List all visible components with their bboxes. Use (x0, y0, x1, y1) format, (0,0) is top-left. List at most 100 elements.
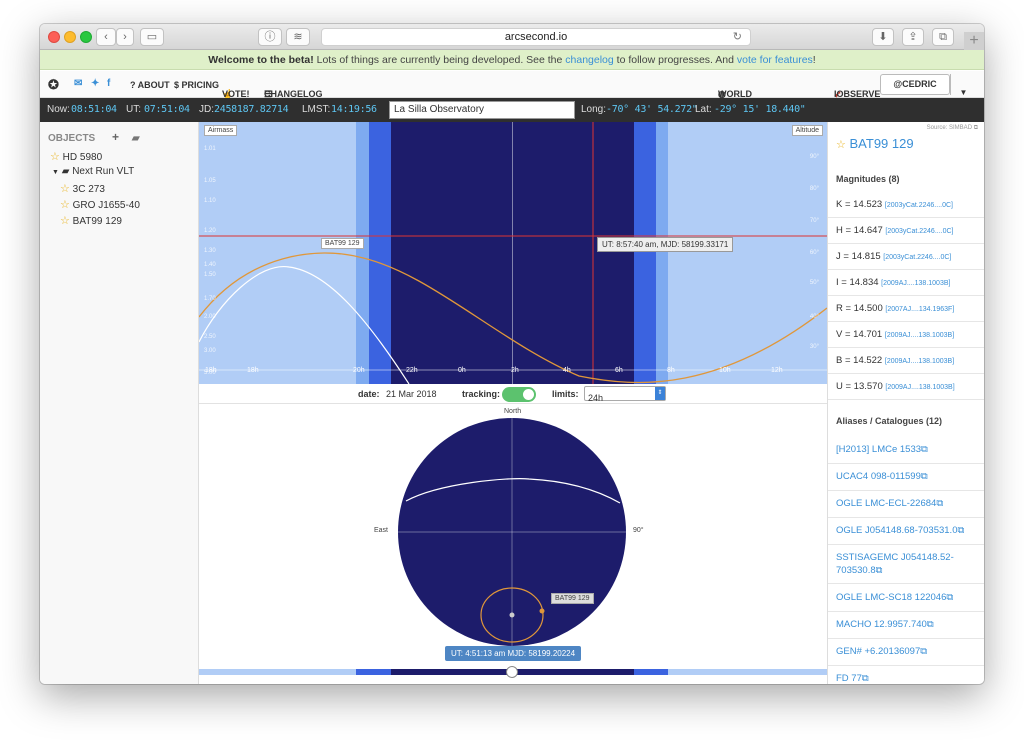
twilight-band (656, 122, 668, 384)
skymap-object-tag: BAT99 129 (551, 593, 594, 604)
magnitude-row: H = 14.647 [2003yCat.2246....0C] (828, 218, 984, 244)
alias-link[interactable]: OGLE LMC-ECL-22684⧉ (828, 490, 984, 518)
date-label: date: (358, 389, 380, 399)
user-menu-caret[interactable]: ▼ (950, 74, 968, 97)
magnitude-row: V = 14.701 [2009AJ....138.1003B] (828, 322, 984, 348)
browser-window: ‹ › ▭ ⓘ ≋ arcsecond.io ↻ ⬇ ⇪ ⧉ + Welcome… (40, 24, 984, 684)
external-link-icon: ⧉ (946, 592, 954, 603)
target-track (480, 587, 544, 643)
tabs-button[interactable]: ⧉ (932, 28, 954, 46)
lat-value: -29° 15' 18.440" (714, 104, 806, 115)
time-slider-handle[interactable] (506, 666, 518, 678)
tabs-icon: ⧉ (939, 31, 947, 43)
external-link-icon: ⧉ (957, 525, 965, 536)
object-item[interactable]: ☆ 3C 273 (60, 182, 105, 195)
share-icon: ⇪ (908, 31, 918, 43)
chart-tooltip: UT: 8:57:40 am, MJD: 58199.33171 (597, 237, 734, 252)
magnitude-ref-link[interactable]: [2009AJ....138.1003B] (885, 384, 955, 391)
observing-site-input[interactable]: La Silla Observatory (389, 101, 575, 119)
close-window-button[interactable] (48, 31, 60, 43)
source-link[interactable]: Source: SIMBAD ⧉ (927, 125, 978, 132)
folder-icon[interactable]: ▰ (131, 133, 140, 144)
celestial-pole-dot (509, 612, 515, 618)
date-value[interactable]: 21 Mar 2018 (386, 389, 437, 399)
time-slider-track[interactable] (199, 666, 827, 678)
sky-map[interactable]: North East 90° BAT99 129 UT: 4:51:13 am … (199, 405, 827, 684)
vote-features-link[interactable]: vote for features (736, 54, 813, 66)
select-arrow-icon: ⇕ (655, 387, 665, 400)
north-label: North (504, 408, 522, 415)
y-tick: 2.50 (204, 334, 216, 340)
nav-about[interactable]: ? ABOUT (130, 80, 170, 90)
twitter-icon[interactable]: ✦ (91, 78, 100, 89)
twilight-band (369, 122, 391, 384)
share-button[interactable]: ⇪ (902, 28, 924, 46)
alias-link[interactable]: UCAC4 098-011599⧉ (828, 463, 984, 491)
altitude-curves (199, 122, 827, 384)
alias-link[interactable]: GEN# +6.20136097⧉ (828, 638, 984, 666)
arcsecond-logo-icon[interactable]: ✪ (48, 77, 59, 92)
reload-icon[interactable]: ↻ (732, 31, 742, 43)
facebook-icon[interactable]: f (107, 78, 111, 89)
tracking-toggle[interactable] (502, 387, 536, 402)
object-item[interactable]: ☆ GRO J1655-40 (60, 198, 140, 211)
forward-button[interactable]: › (116, 28, 134, 46)
list-icon: ☰ (264, 89, 273, 99)
alias-link[interactable]: SSTISAGEMC J054148.52-703530.8⧉ (828, 544, 984, 584)
nav-changelog-label: CHANGELOG (264, 89, 323, 99)
back-button[interactable]: ‹ (96, 28, 116, 46)
visibility-chart[interactable]: Airmass Altitude BAT99 129 UT: 8:57:40 a… (199, 122, 827, 384)
star-icon: ☆ (50, 151, 60, 163)
user-menu-button[interactable]: @CEDRIC (880, 74, 950, 95)
downloads-button[interactable]: ⬇ (872, 28, 894, 46)
chevron-left-icon: ‹ (104, 31, 108, 43)
magnitude-ref-link[interactable]: [2009AJ....138.1003B] (884, 332, 955, 339)
alias-text: FD 77 (836, 673, 862, 684)
add-object-icon[interactable]: + (112, 130, 120, 144)
alias-link[interactable]: MACHO 12.9957.740⧉ (828, 611, 984, 639)
magnitude-ref-link[interactable]: [2009AJ....138.1003B] (884, 358, 955, 365)
minimize-window-button[interactable] (64, 31, 76, 43)
nav-vote-label: VOTE! (222, 89, 250, 99)
object-item[interactable]: ☆ HD 5980 (50, 150, 102, 163)
alias-link[interactable]: OGLE LMC-SC18 122046⧉ (828, 584, 984, 612)
info-button[interactable]: ⓘ (258, 28, 282, 46)
star-icon[interactable]: ☆ (836, 139, 846, 151)
address-bar[interactable]: arcsecond.io ↻ (321, 28, 751, 46)
alt-tick: 90° (809, 154, 819, 160)
download-icon: ⬇ (878, 31, 888, 43)
alias-link[interactable]: FD 77⧉ (828, 665, 984, 684)
now-value: 08:51:04 (71, 104, 117, 115)
magnitude-ref-link[interactable]: [2003yCat.2246....0C] (885, 228, 954, 235)
external-link-icon: ⧉ (973, 125, 978, 131)
caret-down-icon: ▼ (959, 88, 968, 97)
x-tick: 12h (771, 367, 783, 374)
sidebar-toggle-button[interactable]: ▭ (140, 28, 164, 46)
mail-icon[interactable]: ✉ (74, 78, 83, 89)
y-tick: 1.10 (204, 198, 216, 204)
limits-select[interactable]: 24h ⇕ (584, 386, 666, 403)
aliases-header: Aliases / Catalogues (12) (836, 416, 943, 426)
y-tick: 1.50 (204, 272, 216, 278)
zenith-label: 90° (633, 527, 644, 534)
magnitudes-header: Magnitudes (8) (836, 174, 900, 184)
magnitude-value: J = 14.815 (836, 251, 881, 262)
nav-pricing[interactable]: $ PRICING (174, 80, 220, 90)
object-item[interactable]: ☆ BAT99 129 (60, 214, 122, 227)
zoom-window-button[interactable] (80, 31, 92, 43)
beta-banner: Welcome to the beta! Lots of things are … (40, 50, 984, 70)
layers-button[interactable]: ≋ (286, 28, 310, 46)
new-tab-button[interactable]: + (964, 32, 984, 50)
magnitude-ref-link[interactable]: [2003yCat.2246....0C] (883, 254, 952, 261)
magnitude-row: J = 14.815 [2003yCat.2246....0C] (828, 244, 984, 270)
folder-item[interactable]: ▼ ▰ Next Run VLT (52, 166, 134, 177)
magnitude-ref-link[interactable]: [2003yCat.2246....0C] (884, 202, 953, 209)
alias-link[interactable]: [H2013] LMCe 1533⧉ (828, 436, 984, 464)
alias-link[interactable]: OGLE J054148.68-703531.0⧉ (828, 517, 984, 545)
alt-tick: 70° (809, 218, 819, 224)
magnitude-ref-link[interactable]: [2007AJ....134.1963F] (885, 306, 955, 313)
magnitude-ref-link[interactable]: [2009AJ....138.1003B] (881, 280, 951, 287)
objects-header: OBJECTS + ▰ (48, 130, 140, 144)
ut-value: 07:51:04 (144, 104, 190, 115)
changelog-link[interactable]: changelog (565, 54, 614, 66)
